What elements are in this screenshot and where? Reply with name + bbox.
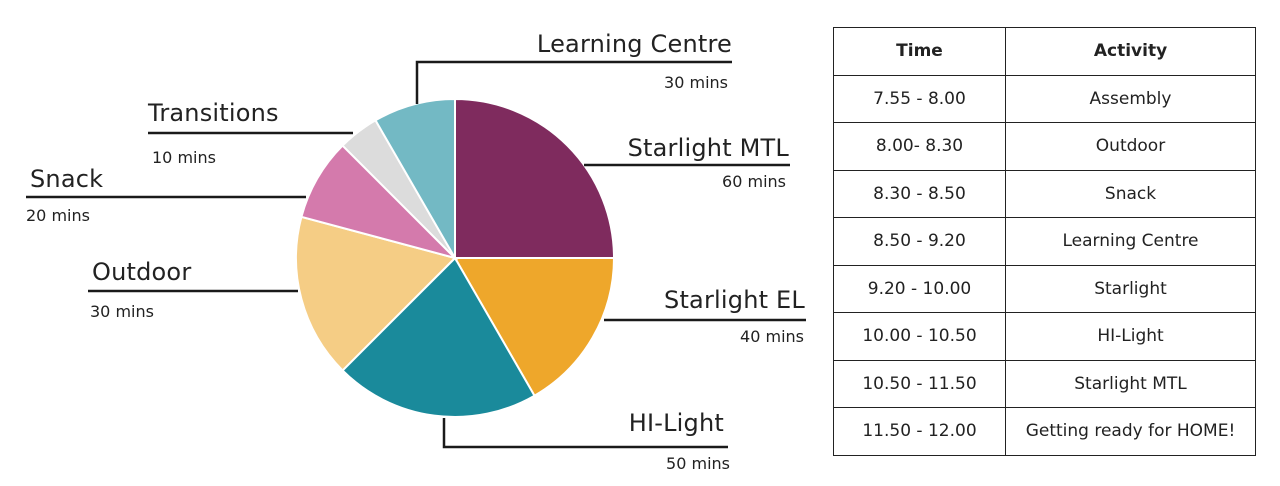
schedule-table: Time Activity 7.55 - 8.00 Assembly 8.00-…	[833, 27, 1256, 456]
cell-activity: Learning Centre	[1005, 217, 1256, 266]
table-row: 10.50 - 11.50 Starlight MTL	[833, 359, 1256, 408]
header-time: Time	[833, 27, 1006, 76]
cell-activity: Outdoor	[1005, 122, 1256, 171]
cell-time: 7.55 - 8.00	[833, 74, 1006, 123]
pie-chart	[26, 60, 806, 449]
cell-activity: Assembly	[1005, 74, 1256, 123]
mins-transitions: 10 mins	[152, 148, 216, 167]
table-row: 11.50 - 12.00 Getting ready for HOME!	[833, 407, 1256, 456]
label-hi-light: HI-Light	[628, 409, 724, 437]
mins-hi-light: 50 mins	[666, 454, 730, 473]
label-learning-centre: Learning Centre	[536, 30, 732, 58]
mins-starlight-el: 40 mins	[740, 327, 804, 346]
pie-slice-starlight-mtl	[454, 97, 616, 259]
cell-time: 8.30 - 8.50	[833, 169, 1006, 218]
table-row: 8.30 - 8.50 Snack	[833, 169, 1256, 218]
pie-slice-outdoor	[295, 215, 457, 372]
label-transitions: Transitions	[148, 99, 279, 127]
cell-activity: Starlight MTL	[1005, 359, 1256, 408]
mins-starlight-mtl: 60 mins	[722, 172, 786, 191]
cell-time: 9.20 - 10.00	[833, 264, 1006, 313]
cell-activity: Starlight	[1005, 264, 1256, 313]
table-row: 8.50 - 9.20 Learning Centre	[833, 217, 1256, 266]
cell-time: 10.50 - 11.50	[833, 359, 1006, 408]
cell-activity: Snack	[1005, 169, 1256, 218]
table-row: 9.20 - 10.00 Starlight	[833, 264, 1256, 313]
table-header-row: Time Activity	[833, 27, 1256, 76]
table-row: 8.00- 8.30 Outdoor	[833, 122, 1256, 171]
pie-slice-learning-centre	[374, 97, 456, 262]
label-snack: Snack	[30, 165, 104, 193]
label-starlight-el: Starlight EL	[664, 286, 805, 314]
mins-learning-centre: 30 mins	[664, 73, 728, 92]
pie-slice-hi-light	[341, 256, 536, 419]
cell-time: 8.50 - 9.20	[833, 217, 1006, 266]
leader-learning-centre	[415, 60, 732, 104]
table-row: 10.00 - 10.50 HI-Light	[833, 312, 1256, 361]
label-outdoor: Outdoor	[92, 258, 192, 286]
mins-outdoor: 30 mins	[90, 302, 154, 321]
pie-slice-starlight-el	[453, 257, 616, 398]
cell-time: 11.50 - 12.00	[833, 407, 1006, 456]
label-starlight-mtl: Starlight MTL	[627, 134, 789, 162]
table-row: 7.55 - 8.00 Assembly	[833, 74, 1256, 123]
cell-activity: HI-Light	[1005, 312, 1256, 361]
cell-time: 8.00- 8.30	[833, 122, 1006, 171]
mins-snack: 20 mins	[26, 206, 90, 225]
header-activity: Activity	[1005, 27, 1256, 76]
cell-activity: Getting ready for HOME!	[1005, 407, 1256, 456]
leader-hi-light	[442, 418, 728, 449]
cell-time: 10.00 - 10.50	[833, 312, 1006, 361]
